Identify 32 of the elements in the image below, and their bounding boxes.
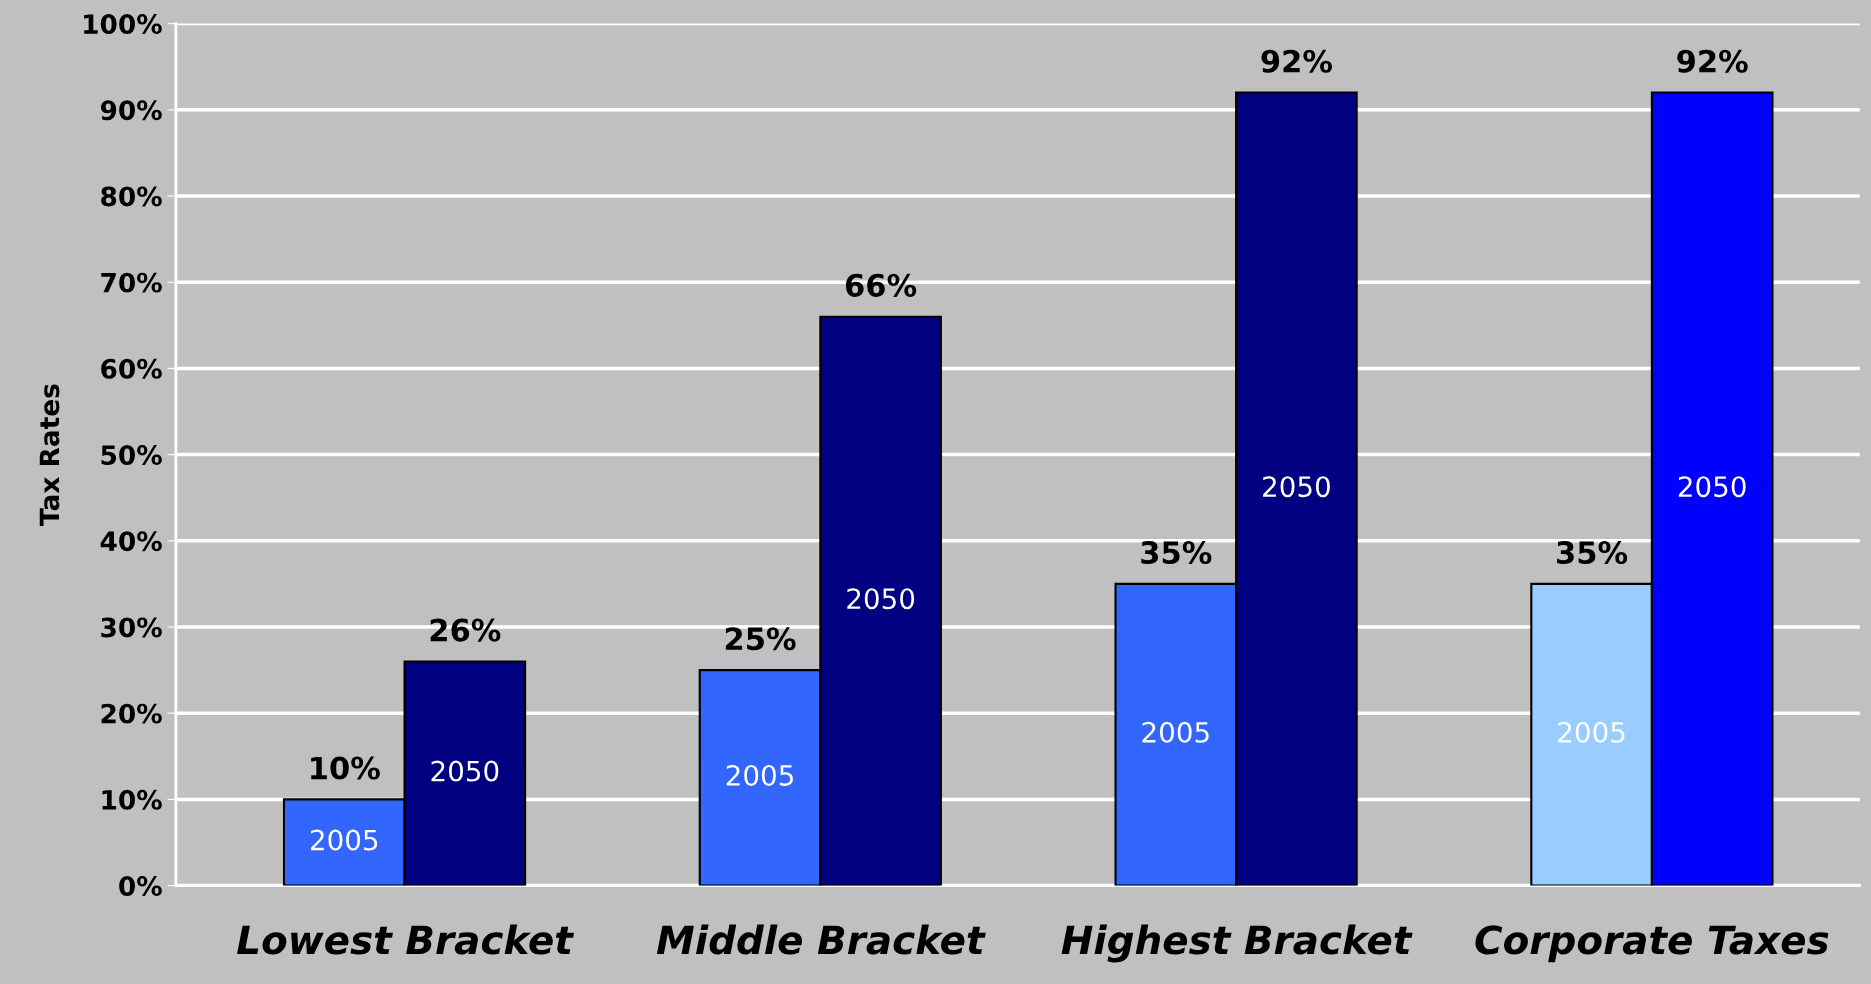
data-label: 66%	[845, 273, 917, 297]
data-label: 10%	[311, 756, 380, 780]
y-axis-title: Tax Rates	[39, 384, 60, 526]
data-label: 35%	[1557, 540, 1628, 565]
y-tick-label: 100%	[84, 14, 162, 35]
series-label: 2005	[310, 829, 378, 851]
data-label: 35%	[1141, 540, 1212, 565]
x-tick-label: Middle Bracket	[656, 924, 986, 955]
series-label: 2050	[1263, 476, 1330, 498]
y-tick-label: 50%	[101, 445, 162, 466]
y-tick-label: 10%	[102, 789, 162, 810]
text: 2050	[847, 588, 915, 610]
data-label: 26%	[430, 618, 501, 642]
x-tick-label: Corporate Taxes	[1475, 925, 1829, 963]
text: 2005	[1142, 721, 1209, 743]
text: 2005	[1558, 721, 1625, 743]
y-tick-label: 40%	[100, 531, 162, 552]
y-tick-label: 80%	[101, 186, 162, 207]
x-tick-label: Lowest Bracket	[237, 924, 575, 955]
data-label: 92%	[1261, 49, 1332, 73]
y-tick-label: 60%	[101, 358, 162, 379]
text: 2050	[1678, 476, 1746, 498]
text: 2005	[726, 764, 793, 786]
y-tick-label: 30%	[101, 617, 162, 638]
data-label: 92%	[1677, 49, 1748, 73]
data-label: 25%	[725, 627, 796, 651]
y-tick-label: 20%	[101, 703, 162, 724]
y-tick-label: 90%	[100, 100, 162, 121]
x-tick-label: Highest Bracket	[1061, 924, 1413, 963]
text: 2050	[431, 760, 499, 782]
y-tick-label: 0%	[119, 876, 162, 896]
y-tick-label: 70%	[101, 272, 162, 293]
